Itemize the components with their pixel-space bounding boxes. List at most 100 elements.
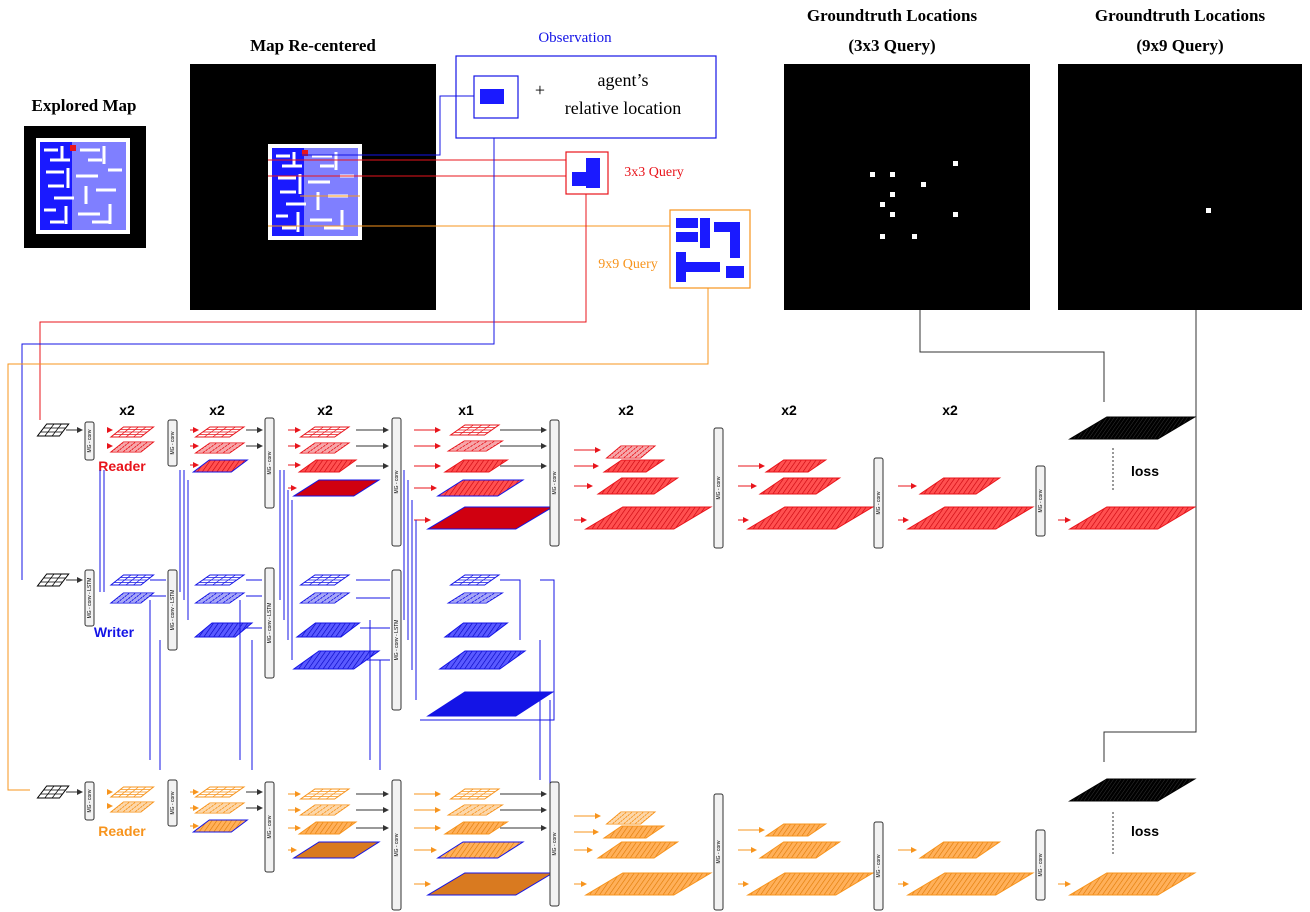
mgconv-r3: MG - conv [391,417,402,547]
gt-9x9-title-line1: Groundtruth Locations [1095,6,1266,25]
mgconv-o5-label: MG - conv [716,840,722,864]
mgconv-o3-label: MG - conv [394,833,400,857]
w-layer-2a [299,574,351,586]
query-9x9-patch [669,209,751,289]
r-layer-6a [918,477,1002,495]
r-layer-4a [605,445,657,459]
o-layer-1a [194,786,246,798]
lstm-w2: MG - conv - LSTM [264,567,275,679]
mgconv-o2: MG - conv [264,781,275,873]
o-layer-1c [191,819,249,833]
mgconv-r2: MG - conv [264,417,275,509]
w-layer-1b [194,592,246,604]
w-layer-3d [438,650,527,670]
r-layer-2c [297,459,358,473]
w-layer-3c [443,622,509,638]
writer-wire-5 [356,579,390,661]
mgconv-r0-label: MG - conv [87,429,93,453]
lstm-w2-label: MG - conv - LSTM [267,603,273,644]
w-layer-0b [109,592,155,604]
mgconv-r7: MG - conv [1035,465,1046,537]
writer-wire-7 [420,579,555,721]
o-layer-5c [746,872,875,896]
row-label-reader-top: Reader [98,458,146,474]
gt-3x3-title-line1: Groundtruth Locations [807,6,978,25]
explored-map-image [24,126,146,248]
observation-title: Observation [538,30,612,46]
mgconv-o5: MG - conv [713,793,724,911]
lstm-w3: MG - conv - LSTM [391,569,402,711]
r-layer-3e [426,506,555,530]
lstm-w1-label: MG - conv - LSTM [170,590,176,631]
o-layer-0b [109,801,155,813]
multipliers: x2 x2 x2 x1 x2 x2 x2 [119,402,958,418]
o-layer-4b [602,825,666,839]
r-layer-0b [109,441,155,453]
row-label-reader-bottom: Reader [98,823,146,839]
lstm-w0-label: MG - conv - LSTM [87,578,93,619]
r-layer-5b [758,477,842,495]
r-layer-3a [449,424,501,436]
query-9x9-label: 9x9 Query [598,257,658,272]
o-layer-3b [446,804,505,816]
r-layer-1a [194,426,246,438]
observation-patch [473,75,519,119]
r-layer-5c [746,506,875,530]
r-layer-2d [292,479,381,497]
o-layer-6a [918,841,1002,859]
o-layer-4c [596,841,680,859]
observation-plus: + [535,80,545,100]
query-3x3-label: 3x3 Query [624,165,684,180]
writer-wire-8 [149,600,253,770]
mgconv-r6: MG - conv [873,457,884,549]
o-layer-4d [584,872,713,896]
writer-wire-3 [246,579,262,629]
mgconv-r5-label: MG - conv [716,476,722,500]
mult-4: x2 [618,402,634,418]
mgconv-o6: MG - conv [873,821,884,911]
o-layer-2c [297,821,358,835]
map-recentered-image [190,64,436,310]
r-layer-3c [443,459,510,473]
writer-wire-1 [150,579,166,597]
mgconv-o7: MG - conv [1035,829,1046,901]
top-connections [268,95,670,227]
o-layer-4a [605,811,657,825]
writer-wire-4 [279,470,293,660]
writer-wiring [99,470,555,790]
r-layer-4b [602,459,666,473]
mgconv-r4: MG - conv [549,419,560,547]
loss-bottom: loss [1112,812,1159,854]
w-layer-2d [292,650,381,670]
mult-6: x2 [942,402,958,418]
mgconv-o4-label: MG - conv [552,832,558,856]
mult-2: x2 [317,402,333,418]
map-recentered-title: Map Re-centered [250,36,376,55]
target-bottom [1068,778,1197,802]
lstm-w3-label: MG - conv - LSTM [394,620,400,661]
mult-3: x1 [458,402,474,418]
r-layer-6b [906,506,1035,530]
r-layer-4d [584,506,713,530]
mgconv-o0-label: MG - conv [87,789,93,813]
r-layer-1b [194,442,246,454]
o-layer-5a [764,823,828,837]
w-layer-3a [449,574,501,586]
mgconv-r2-label: MG - conv [267,451,273,475]
w-layer-2b [299,592,351,604]
mult-1: x2 [209,402,225,418]
row-label-writer: Writer [94,624,135,640]
mgconv-r1-label: MG - conv [170,431,176,455]
writer-wire-9 [369,620,551,790]
mgconv-r1: MG - conv [167,419,178,467]
writer-wire-2 [179,470,189,620]
mgconv-r5: MG - conv [713,427,724,549]
writer-wire-6 [403,470,417,700]
o-layer-out [1068,872,1197,896]
w-layer-2c [295,622,361,638]
o-layer-2b [299,804,351,816]
r-layer-5a [764,459,828,473]
mgconv-r4-label: MG - conv [552,471,558,495]
o-layer-3a [449,788,501,800]
mgconv-r0: MG - conv [84,421,95,461]
